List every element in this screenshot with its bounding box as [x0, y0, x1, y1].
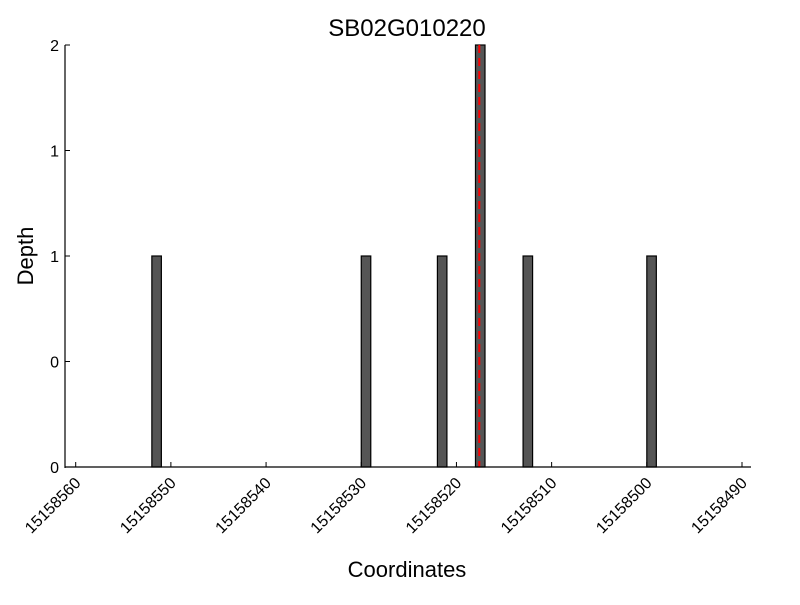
x-tick-label: 15158560 — [22, 475, 84, 537]
x-tick-label: 15158500 — [593, 475, 655, 537]
x-tick-label: 15158510 — [498, 475, 560, 537]
y-tick-label: 1 — [50, 249, 59, 266]
depth-bar — [151, 255, 162, 468]
x-tick-label: 15158520 — [403, 475, 465, 537]
y-tick-label: 2 — [50, 38, 59, 55]
chart-title: SB02G010220 — [328, 15, 485, 42]
depth-bar — [436, 255, 448, 468]
y-axis-label: Depth — [13, 227, 38, 286]
y-tick-label: 0 — [50, 460, 59, 477]
depth-bar — [522, 255, 534, 468]
x-tick-label: 15158540 — [213, 475, 275, 537]
x-tick-label: 15158530 — [308, 475, 370, 537]
y-tick-label: 1 — [50, 144, 59, 161]
x-tick-label: 15158490 — [688, 475, 750, 537]
depth-bar — [360, 255, 372, 468]
x-axis-label: Coordinates — [348, 557, 467, 582]
depth-bar — [646, 255, 657, 468]
x-tick-label: 15158550 — [117, 475, 179, 537]
y-tick-label: 0 — [50, 355, 59, 372]
